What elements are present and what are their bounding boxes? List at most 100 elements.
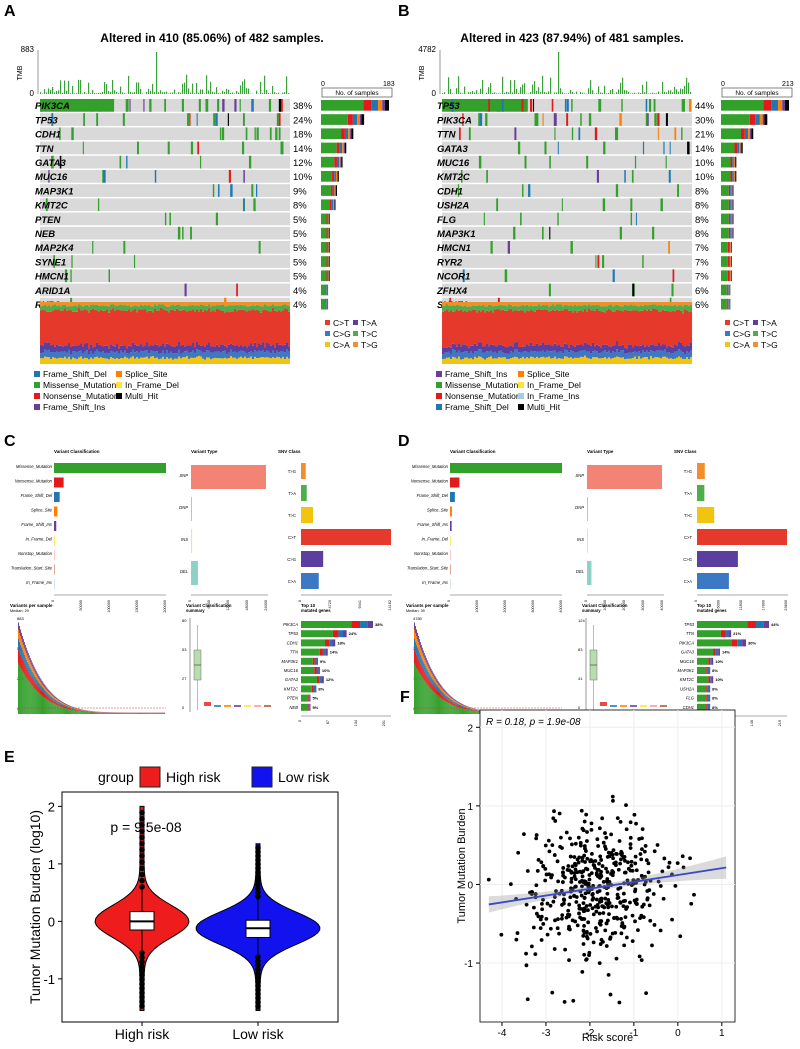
- snv-fraction-bar: [538, 358, 540, 364]
- snv-fraction-bar: [646, 311, 648, 345]
- gene-count-bar: [321, 157, 334, 168]
- oncoprint-cell: [646, 99, 648, 112]
- snv-fraction-bar: [270, 353, 272, 358]
- snv-fraction-bar: [684, 354, 686, 359]
- snv-fraction-bar: [118, 359, 120, 364]
- snv-fraction-bar: [450, 359, 452, 364]
- vps-bar: [68, 707, 69, 708]
- snv-fraction-bar: [120, 305, 122, 311]
- vps-bar: [470, 708, 471, 709]
- gene-label: TTN: [437, 130, 457, 141]
- vps-bar: [415, 633, 416, 642]
- vps-bar: [69, 706, 70, 707]
- gene-count-bar: [326, 285, 327, 296]
- vps-bar: [473, 709, 474, 710]
- scatter-point: [577, 861, 581, 865]
- snv-fraction-bar: [76, 312, 78, 345]
- tmb-bar: [236, 91, 237, 94]
- snv-fraction-bar: [620, 358, 622, 364]
- tmb-bar: [596, 93, 597, 94]
- snv-fraction-bar: [266, 357, 268, 364]
- gene-count-bar: [721, 270, 728, 281]
- oncoprint-cell: [683, 99, 685, 112]
- y-tick-label: -1: [43, 972, 55, 987]
- snv-fraction-bar: [662, 306, 664, 310]
- vc-bar: [450, 565, 451, 575]
- scatter-point: [581, 874, 585, 878]
- vps-bar: [461, 704, 462, 705]
- snv-fraction-bar: [566, 344, 568, 350]
- gene-count-bar: [321, 143, 337, 154]
- snv-fraction-bar: [144, 309, 146, 345]
- vps-bar: [61, 705, 62, 707]
- scatter-point: [563, 1000, 567, 1004]
- tmb-bar: [186, 75, 187, 94]
- top-tick: 219: [778, 720, 782, 726]
- scatter-point: [609, 832, 613, 836]
- tmb-bar: [512, 92, 513, 94]
- snv-fraction-bar: [252, 353, 254, 360]
- vps-bar: [443, 691, 444, 694]
- vps-bar: [438, 687, 439, 691]
- snv-fraction-bar: [658, 305, 660, 311]
- snv-fraction-bar: [200, 309, 202, 346]
- snv-fraction-bar: [502, 346, 504, 353]
- top-gene-bar: [320, 649, 323, 656]
- tmb-bar: [534, 81, 535, 94]
- snv-fraction-bar: [546, 305, 548, 310]
- oncoprint-cell: [92, 99, 93, 112]
- vps-bar: [60, 702, 61, 703]
- scatter-point: [603, 831, 607, 835]
- vc-label: Translation_Start_Site: [11, 566, 53, 571]
- snv-tick: 11800: [739, 600, 743, 610]
- scatter-point: [556, 926, 560, 930]
- tmb-bar: [134, 92, 135, 94]
- snv-fraction-bar: [488, 357, 490, 364]
- vps-bar: [74, 709, 75, 710]
- snv-fraction-bar: [40, 345, 42, 354]
- vps-bar: [36, 690, 37, 714]
- snv-fraction-bar: [536, 352, 538, 357]
- scatter-point: [662, 897, 666, 901]
- top-gene-bar: [301, 649, 320, 656]
- tmb-bar: [162, 92, 163, 94]
- vps-bar: [64, 703, 65, 704]
- snv-fraction-bar: [118, 310, 120, 348]
- snv-fraction-bar: [442, 312, 444, 348]
- legend-swatch: [116, 393, 122, 399]
- snv-fraction-bar: [282, 357, 284, 364]
- vps-bar: [145, 713, 146, 714]
- oncoprint-cell: [259, 241, 261, 254]
- vc-bar: [54, 463, 166, 473]
- snv-fraction-bar: [616, 349, 618, 356]
- snv-fraction-bar: [122, 353, 124, 359]
- snv-fraction-bar: [186, 346, 188, 351]
- vps-bar: [46, 696, 47, 700]
- snv-fraction-bar: [76, 302, 78, 306]
- snv-fraction-bar: [688, 359, 690, 364]
- snv-fraction-bar: [98, 352, 100, 358]
- snv-fraction-bar: [172, 310, 174, 346]
- vps-bar: [111, 713, 112, 714]
- gene-percent: 21%: [695, 130, 715, 141]
- vc-bar: [54, 579, 55, 589]
- vps-bar: [44, 687, 45, 690]
- snv-fraction-bar: [664, 311, 666, 345]
- vps-bar: [143, 713, 144, 714]
- snv-fraction-bar: [474, 357, 476, 364]
- vps-bar: [21, 669, 22, 714]
- snv-fraction-bar: [150, 311, 152, 345]
- snv-fraction-bar: [606, 359, 608, 364]
- vps-bar: [142, 713, 143, 714]
- snv-fraction-bar: [482, 346, 484, 352]
- snv-fraction-bar: [150, 357, 152, 364]
- snv-fraction-bar: [186, 306, 188, 311]
- snv-fraction-bar: [528, 352, 530, 358]
- gene-count-bar: [328, 270, 329, 281]
- tmb-bar: [450, 89, 451, 94]
- gene-count-bar: [733, 214, 734, 225]
- tmb-bar: [496, 93, 497, 94]
- snv-fraction-bar: [136, 306, 138, 312]
- snv-fraction-bar: [634, 351, 636, 356]
- oncoprint-row-bg: [442, 255, 692, 268]
